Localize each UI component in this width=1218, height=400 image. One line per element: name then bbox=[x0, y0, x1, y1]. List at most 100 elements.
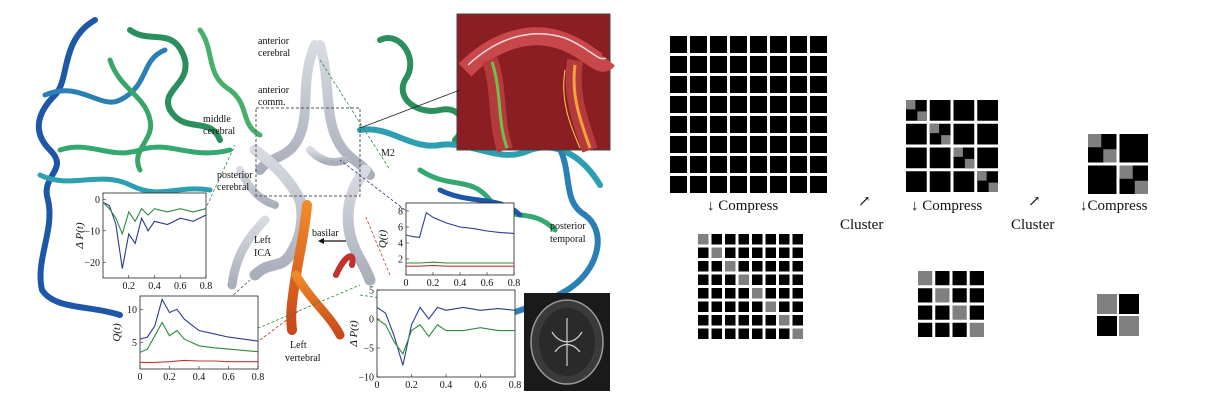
compress-label-1: ↓ Compress bbox=[707, 198, 778, 214]
grid-cell-clustered bbox=[952, 305, 967, 320]
grid-cell bbox=[790, 76, 807, 93]
y-tick-label: 10 bbox=[127, 305, 137, 316]
grid-cell bbox=[779, 274, 790, 285]
grid-cell bbox=[953, 100, 975, 121]
grid-cell bbox=[710, 96, 727, 113]
grid-cell bbox=[977, 100, 998, 121]
flow-chart-lower-left: 0 0.2 0.4 0.6 0.8 5 10 Q(t) bbox=[111, 295, 264, 383]
y-tick-label: 0 bbox=[369, 315, 374, 326]
grid-cell bbox=[790, 56, 807, 73]
grid-cell bbox=[935, 271, 950, 286]
grid-cell bbox=[952, 322, 967, 337]
grid-cell bbox=[810, 136, 827, 153]
grid-cell bbox=[730, 56, 747, 73]
y-tick-label: 5 bbox=[132, 338, 137, 349]
grid-cell bbox=[752, 247, 763, 258]
x-tick-label: 0.4 bbox=[148, 281, 161, 292]
x-tick-label: 0.8 bbox=[509, 380, 522, 391]
grid-cell bbox=[1088, 165, 1117, 194]
grid-cell bbox=[711, 301, 722, 312]
grid-subcell-clustered bbox=[1119, 165, 1133, 179]
grid-cell bbox=[810, 96, 827, 113]
label-posterior-cerebral-1: posterior bbox=[217, 170, 253, 181]
grid-cell-clustered bbox=[918, 271, 933, 286]
grid-cell bbox=[698, 261, 709, 272]
pressure-chart-lower-right: 0 0.2 0.4 0.6 0.8 5 0 −5 −10 Δ P(t) bbox=[348, 286, 521, 392]
grid-cell bbox=[792, 261, 803, 272]
grid-cell bbox=[750, 116, 767, 133]
y-axis-label: Δ P(t) bbox=[74, 222, 86, 249]
grid-cell-clustered bbox=[725, 261, 736, 272]
grid-cell bbox=[790, 156, 807, 173]
grid-subcell-clustered bbox=[929, 123, 940, 134]
grid-cell bbox=[698, 328, 709, 339]
grid-subcell-clustered bbox=[1134, 180, 1148, 194]
x-tick-label: 0.8 bbox=[200, 281, 213, 292]
grid-cell-clustered bbox=[1097, 294, 1117, 314]
matrix-8x8-top bbox=[670, 36, 827, 193]
grid-cell bbox=[918, 305, 933, 320]
grid-cell bbox=[935, 322, 950, 337]
grid-cell bbox=[725, 288, 736, 299]
grid-cell bbox=[810, 176, 827, 193]
grid-cell bbox=[710, 36, 727, 53]
grid-cell bbox=[690, 176, 707, 193]
grid-cell bbox=[710, 116, 727, 133]
grid-cell bbox=[765, 234, 776, 245]
series-line-1 bbox=[376, 318, 515, 355]
grid-cell bbox=[750, 56, 767, 73]
grid-cell bbox=[711, 315, 722, 326]
vascular-network-illustration bbox=[35, 13, 616, 391]
grid-cell bbox=[765, 261, 776, 272]
grid-cell bbox=[725, 247, 736, 258]
grid-cell bbox=[1119, 134, 1148, 163]
grid-cell-clustered bbox=[738, 274, 749, 285]
grid-subcell-clustered bbox=[964, 158, 975, 169]
grid-cell bbox=[810, 56, 827, 73]
grid-cell bbox=[710, 156, 727, 173]
grid-cell-clustered bbox=[752, 288, 763, 299]
grid-subcell-clustered bbox=[906, 100, 916, 110]
y-tick-label: −10 bbox=[84, 226, 100, 237]
grid-cell bbox=[690, 36, 707, 53]
grid-cell-clustered bbox=[779, 315, 790, 326]
grid-cell bbox=[725, 234, 736, 245]
grid-cell bbox=[935, 305, 950, 320]
grid-cell bbox=[792, 301, 803, 312]
grid-cell bbox=[790, 36, 807, 53]
series-line-2 bbox=[140, 359, 258, 363]
grid-cell bbox=[750, 136, 767, 153]
grid-cell bbox=[792, 247, 803, 258]
grid-cell bbox=[711, 328, 722, 339]
grid-cell bbox=[969, 305, 984, 320]
grid-cell bbox=[752, 261, 763, 272]
compress-label-2: ↓ Compress bbox=[911, 198, 982, 214]
x-tick-label: 0.8 bbox=[508, 278, 521, 289]
grid-cell bbox=[779, 247, 790, 258]
grid-cell bbox=[725, 328, 736, 339]
grid-cell bbox=[730, 116, 747, 133]
label-anterior-cerebral-2: cerebral bbox=[258, 48, 290, 59]
grid-cell bbox=[698, 288, 709, 299]
grid-cell bbox=[730, 76, 747, 93]
grid-cell-clustered bbox=[969, 322, 984, 337]
grid-cell bbox=[670, 96, 687, 113]
grid-cell bbox=[690, 136, 707, 153]
label-middle-cerebral-2: cerebral bbox=[203, 126, 235, 137]
left-network-tubes bbox=[35, 17, 263, 318]
grid-subcell-clustered bbox=[941, 135, 951, 145]
grid-cell bbox=[953, 171, 975, 192]
grid-cell bbox=[765, 328, 776, 339]
grid-cell bbox=[670, 136, 687, 153]
y-tick-label: 5 bbox=[369, 286, 374, 297]
basilar-arrowhead bbox=[318, 238, 324, 244]
grid-cell bbox=[765, 315, 776, 326]
grid-cell bbox=[738, 328, 749, 339]
grid-cell bbox=[790, 96, 807, 113]
grid-cell bbox=[770, 56, 787, 73]
grid-cell bbox=[929, 100, 951, 121]
label-middle-cerebral-1: middle bbox=[203, 114, 231, 125]
grid-cell bbox=[969, 271, 984, 286]
grid-cell bbox=[730, 136, 747, 153]
